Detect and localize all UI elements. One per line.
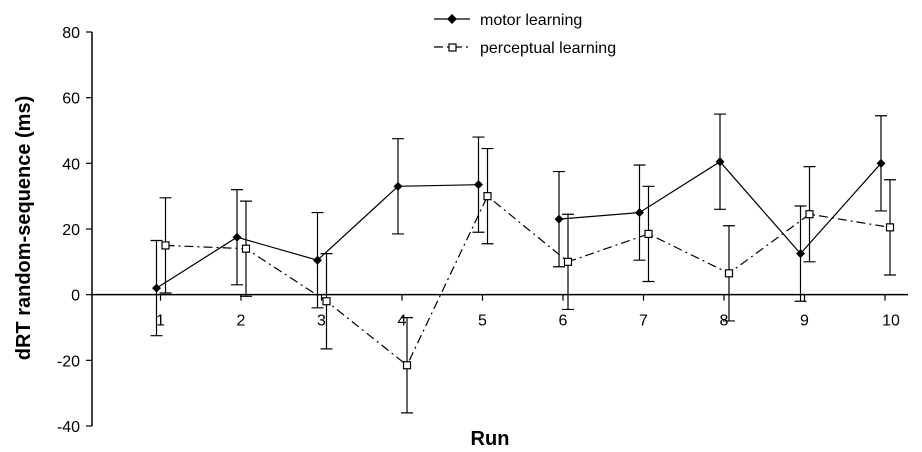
data-point [644, 229, 653, 239]
legend-item-motor-learning: motor learning [434, 12, 582, 29]
y-axis-title: dRT random-sequence (ms) [13, 96, 35, 360]
data-point [393, 181, 403, 191]
y-tick-label: 0 [71, 288, 80, 305]
x-tick-label: 6 [559, 313, 568, 330]
x-tick-label: 9 [800, 313, 809, 330]
axes [91, 32, 908, 426]
data-point [635, 208, 644, 218]
y-tick-label: 80 [62, 25, 80, 42]
data-point [232, 232, 242, 242]
y-tick-label: 40 [62, 156, 80, 173]
series-perceptual-learning [159, 147, 896, 414]
data-point [402, 361, 412, 370]
data-point [161, 241, 170, 250]
x-axis-title: Run [471, 428, 510, 450]
x-tick-label: 10 [882, 313, 900, 330]
legend-label-perceptual-learning: perceptual learning [480, 40, 616, 57]
y-tick-label: 20 [62, 222, 80, 239]
data-point [152, 283, 161, 293]
y-tick-label: 60 [62, 91, 80, 108]
data-point [876, 158, 886, 168]
x-tick-label: 5 [478, 313, 487, 330]
data-point [715, 157, 725, 167]
series-layer [150, 113, 896, 414]
series-line-perceptual-learning [165, 195, 891, 367]
x-tick-label: 1 [156, 313, 165, 330]
data-point [554, 214, 564, 224]
data-point [322, 297, 331, 306]
y-tick-label: -40 [57, 419, 80, 436]
data-point [563, 257, 573, 266]
data-point [474, 180, 483, 190]
data-point [885, 223, 895, 232]
legend-marker-motor-learning [447, 14, 457, 24]
y-tick-label: -20 [57, 353, 80, 370]
series-motor-learning [150, 113, 887, 337]
data-point [313, 255, 322, 265]
x-ticks: 1 2 3 4 5 6 7 8 9 10 [156, 294, 900, 330]
data-point [483, 192, 492, 201]
x-tick-label: 2 [237, 313, 246, 330]
data-point [796, 249, 805, 259]
data-point [241, 244, 251, 253]
data-point [724, 269, 734, 278]
legend-label-motor-learning: motor learning [480, 12, 582, 29]
x-tick-label: 3 [317, 313, 326, 330]
data-point [805, 210, 814, 219]
x-tick-label: 7 [639, 313, 648, 330]
legend-marker-perceptual-learning [448, 43, 457, 52]
legend: motor learning perceptual learning [434, 12, 616, 57]
legend-item-perceptual-learning: perceptual learning [434, 40, 616, 57]
y-ticks: -40 -20 0 20 40 60 80 [57, 25, 92, 436]
x-tick-label: 4 [398, 313, 407, 330]
